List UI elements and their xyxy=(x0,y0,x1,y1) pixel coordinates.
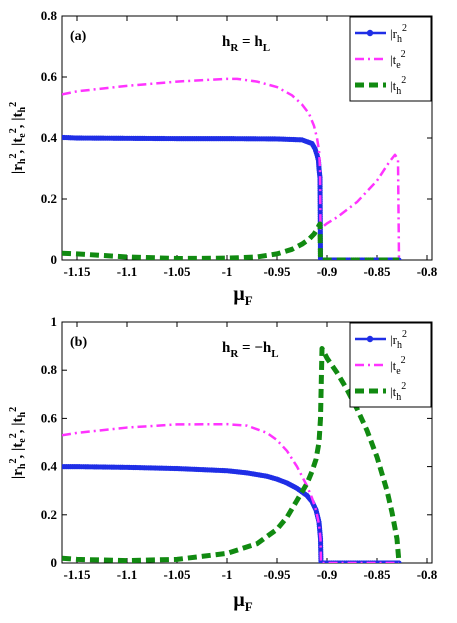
panel-a-xlabel: μF xyxy=(233,283,252,308)
legend-label-1: |te2 xyxy=(390,355,406,377)
x-tick-label: -0.8 xyxy=(417,264,438,279)
panel-b-curves xyxy=(62,346,402,563)
y-tick-label: 0.4 xyxy=(41,130,58,145)
y-tick-label: 0 xyxy=(51,555,58,570)
legend-marker-0 xyxy=(366,335,374,343)
series-dot-0 xyxy=(396,560,402,563)
y-tick-label: 1 xyxy=(51,314,58,329)
y-tick-label: 0.6 xyxy=(41,69,58,84)
x-tick-label: -1 xyxy=(222,567,233,582)
y-tick-label: 0.8 xyxy=(41,8,58,23)
x-tick-label: -0.85 xyxy=(363,264,391,279)
y-tick-label: 0.6 xyxy=(41,410,58,425)
panel-b-ylabel: |rh2, |te2, |th2 xyxy=(8,407,28,479)
y-tick-label: 0.4 xyxy=(41,459,58,474)
legend-label-2: |th2 xyxy=(390,381,406,403)
legend-label-1: |te2 xyxy=(390,49,406,71)
panel-b-annotation: hR = −hL xyxy=(222,340,279,360)
y-tick-label: 0 xyxy=(51,252,58,267)
x-tick-label: -1.1 xyxy=(117,567,138,582)
series-line-1 xyxy=(62,422,399,563)
x-tick-label: -0.9 xyxy=(317,264,338,279)
legend-label-2: |th2 xyxy=(390,75,406,97)
x-tick-label: -1.05 xyxy=(163,567,191,582)
x-tick-label: -0.85 xyxy=(363,567,391,582)
series-line-1 xyxy=(62,77,401,260)
y-tick-label: 0.2 xyxy=(41,191,57,206)
panel-b-label: (b) xyxy=(70,335,87,350)
x-tick-label: -1.05 xyxy=(163,264,191,279)
panel-b: -1.15 -1.1 -1.05 -1 -0.95 -0.9 -0.85 -0.8 0 0.2 0.… xyxy=(8,314,438,614)
panel-a-ticks: -1.15 -1.1 -1.05 -1 -0.95 -0.9 -0.85 -0.8 0 0.2 0.… xyxy=(41,8,438,279)
legend-marker-0 xyxy=(366,29,374,37)
legend-label-0: |rh2 xyxy=(390,329,407,351)
curves-clip xyxy=(62,346,402,563)
panel-b-legend: |rh2 |te2 |th2 xyxy=(349,322,432,408)
x-tick-label: -1.15 xyxy=(63,264,91,279)
panel-b-ticks: -1.15 -1.1 -1.05 -1 -0.95 -0.9 -0.85 -0.8 0 0.2 0.… xyxy=(41,314,438,582)
panel-a-annotation: hR = hL xyxy=(222,34,270,54)
curves-clip xyxy=(62,77,402,260)
x-tick-label: -0.95 xyxy=(263,264,291,279)
y-tick-label: 0.2 xyxy=(41,507,57,522)
x-tick-label: -1.15 xyxy=(63,567,91,582)
y-tick-label: 0.8 xyxy=(41,362,58,377)
x-tick-label: -0.95 xyxy=(263,567,291,582)
panel-a: -1.15 -1.1 -1.05 -1 -0.95 -0.9 -0.85 -0.8 0 0.2 0.… xyxy=(8,8,438,308)
panel-a-label: (a) xyxy=(70,29,87,44)
legend-label-0: |rh2 xyxy=(390,23,407,45)
x-tick-label: -1.1 xyxy=(117,264,138,279)
series-line-2 xyxy=(62,346,402,563)
panel-b-xlabel: μF xyxy=(233,589,252,614)
x-tick-label: -1 xyxy=(222,264,233,279)
x-tick-label: -0.8 xyxy=(417,567,438,582)
panel-a-ylabel: |rh2, |te2, |th2 xyxy=(8,102,28,174)
panel-a-legend: |rh2 |te2 |th2 xyxy=(349,16,432,102)
series-line-2 xyxy=(62,221,399,260)
panel-a-curves xyxy=(62,77,402,260)
x-tick-label: -0.9 xyxy=(317,567,338,582)
